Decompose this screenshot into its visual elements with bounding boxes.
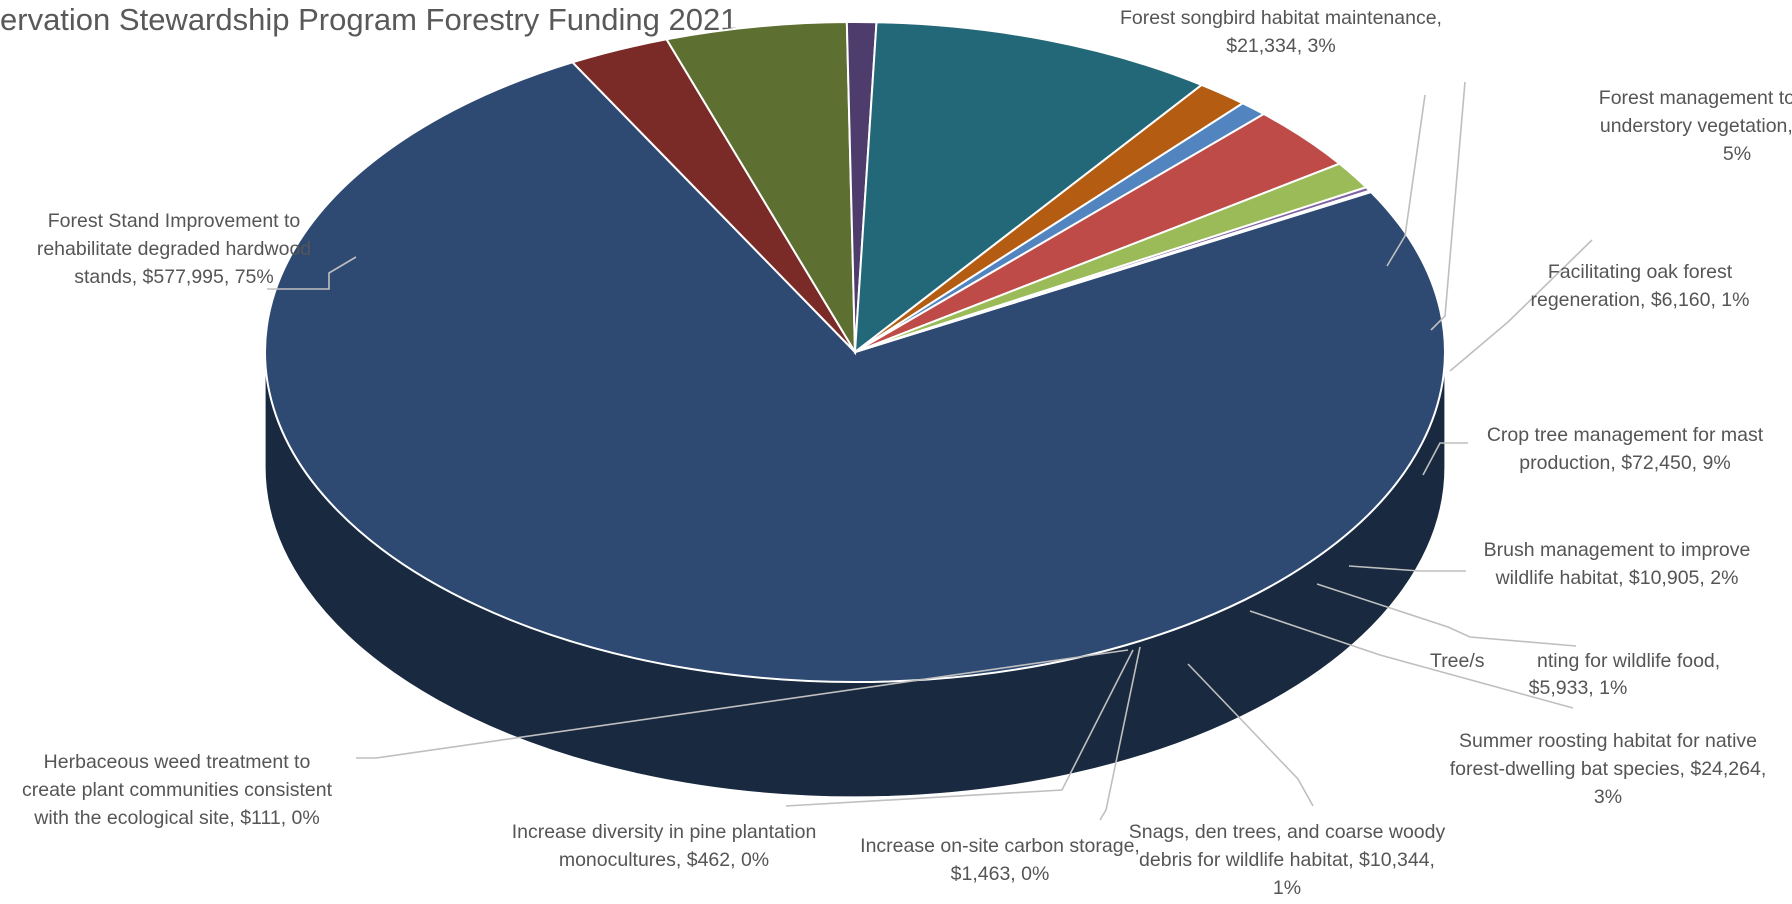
data-label-0-line-0: Forest Stand Improvement to <box>48 210 301 232</box>
data-label-9-line-1: $1,463, 0% <box>951 863 1050 885</box>
data-label-7-line-1: forest-dwelling bat species, $24,264, <box>1450 758 1767 780</box>
data-label-5: Brush management to improve wildlife habi… <box>1484 539 1751 589</box>
leader-line-3 <box>1449 239 1593 372</box>
leader-line-10 <box>785 649 1134 807</box>
data-label-2-line-2: 5% <box>1723 143 1751 165</box>
leader-line-2 <box>1430 81 1466 331</box>
chart-title: ervation Stewardship Program Forestry Fu… <box>0 2 737 37</box>
data-label-10-line-0: Increase diversity in pine plantation <box>512 821 817 843</box>
data-label-5-line-1: wildlife habitat, $10,905, 2% <box>1495 567 1739 589</box>
data-label-2-line-0: Forest management to enhance <box>1599 87 1792 109</box>
data-label-4-line-0: Crop tree management for mast <box>1487 424 1764 446</box>
data-label-6-line-0: Tree/s <box>1430 650 1485 672</box>
leader-line-4 <box>1422 442 1468 476</box>
data-label-3: Facilitating oak forest regeneration, $6,… <box>1531 261 1750 311</box>
data-label-5-line-0: Brush management to improve <box>1484 539 1751 561</box>
pie-slice-4 <box>853 21 1204 355</box>
leader-line-8 <box>1187 663 1314 807</box>
data-label-2-line-1: understory vegetation, $38,125, <box>1600 115 1792 137</box>
leader-line-1 <box>1386 94 1426 267</box>
data-label-8-line-1: debris for wildlife habitat, $10,344, <box>1139 849 1435 871</box>
data-label-7: Summer roosting habitat for native forest… <box>1450 730 1767 808</box>
leader-lines <box>267 81 1593 821</box>
data-label-6: Tree/s nting for wildlife food, $5,933, 1% <box>1430 650 1720 699</box>
leader-line-6 <box>1316 583 1577 647</box>
data-label-6-line-2: $5,933, 1% <box>1529 677 1628 699</box>
data-label-8: Snags, den trees, and coarse woody debris… <box>1129 821 1446 899</box>
data-label-1-line-0: Forest songbird habitat maintenance, <box>1120 7 1442 29</box>
leader-line-9 <box>1099 646 1141 821</box>
data-label-4: Crop tree management for mast production,… <box>1487 424 1764 474</box>
data-label-11-line-2: with the ecological site, $111, 0% <box>33 807 319 829</box>
data-label-7-line-0: Summer roosting habitat for native <box>1459 730 1757 752</box>
leader-line-11 <box>356 649 1129 759</box>
pie-slice-2 <box>664 21 857 356</box>
data-labels: Forest Stand Improvement to rehabilitate … <box>22 7 1792 899</box>
data-label-11-line-0: Herbaceous weed treatment to <box>44 751 311 773</box>
data-label-11: Herbaceous weed treatment to create plant… <box>22 751 333 829</box>
data-label-0: Forest Stand Improvement to rehabilitate … <box>37 210 311 288</box>
leader-line-7 <box>1249 610 1574 709</box>
data-label-9-line-0: Increase on-site carbon storage, <box>860 835 1140 857</box>
data-label-10: Increase diversity in pine plantation mon… <box>512 821 817 871</box>
data-label-10-line-1: monocultures, $462, 0% <box>559 849 769 871</box>
data-label-9: Increase on-site carbon storage, $1,463, … <box>860 835 1140 885</box>
data-label-11-line-1: create plant communities consistent <box>22 779 333 801</box>
data-label-3-line-1: regeneration, $6,160, 1% <box>1531 289 1750 311</box>
data-label-8-line-2: 1% <box>1273 877 1301 899</box>
data-label-2: Forest management to enhance understory v… <box>1599 87 1792 165</box>
pie-slices <box>264 20 1446 683</box>
pie-slice-11 <box>854 190 1373 353</box>
data-label-1-line-1: $21,334, 3% <box>1226 35 1336 57</box>
data-label-1: Forest songbird habitat maintenance, $21,… <box>1120 7 1442 57</box>
data-label-4-line-1: production, $72,450, 9% <box>1519 452 1730 474</box>
leader-line-0 <box>267 256 357 290</box>
data-label-0-line-2: stands, $577,995, 75% <box>74 266 274 288</box>
data-label-6-line-1: nting for wildlife food, <box>1537 650 1720 672</box>
data-label-8-line-0: Snags, den trees, and coarse woody <box>1129 821 1446 843</box>
data-label-3-line-0: Facilitating oak forest <box>1548 261 1733 283</box>
pie-slice-0 <box>264 61 1446 683</box>
data-label-7-line-2: 3% <box>1594 786 1622 808</box>
leader-line-5 <box>1348 565 1466 572</box>
data-label-0-line-1: rehabilitate degraded hardwood <box>37 238 311 260</box>
